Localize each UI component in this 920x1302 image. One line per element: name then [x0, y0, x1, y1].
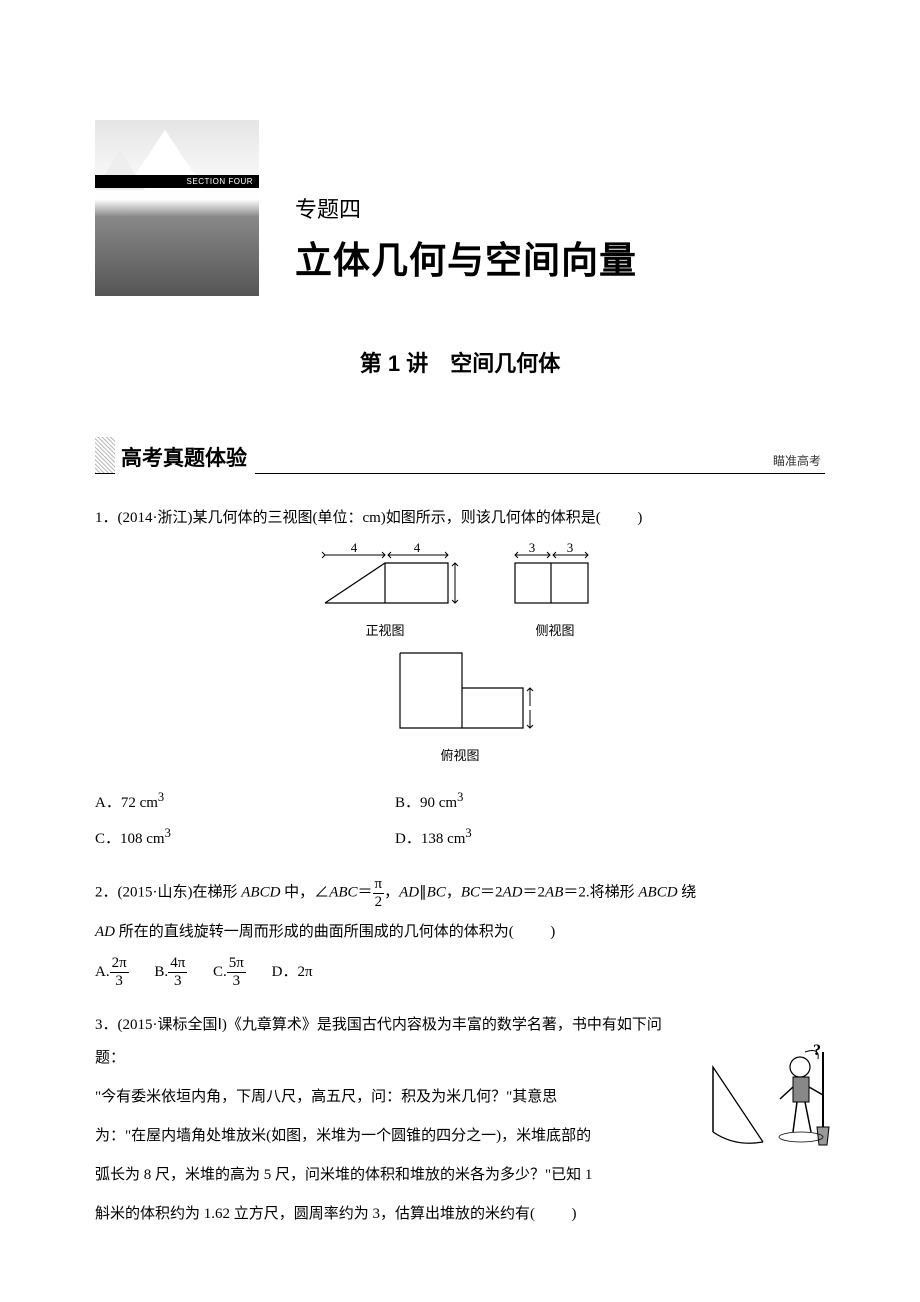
q1-option-d: D．138 cm3: [395, 820, 695, 856]
q2-frac: π2: [373, 876, 385, 910]
q2-option-a: A.2π3: [95, 964, 129, 980]
q2-option-b: B.4π3: [154, 964, 187, 980]
dim-3a: 3: [529, 543, 536, 555]
dim-4a: 4: [351, 543, 358, 555]
side-view: 3 3 侧视图: [500, 543, 610, 646]
question-1: 1．(2014·浙江)某几何体的三视图(单位：cm)如图所示，则该几何体的体积是…: [95, 502, 825, 856]
banner-text: 高考真题体验: [115, 438, 255, 474]
q2-parallel: ∥: [419, 885, 427, 901]
q2-sf: 绕: [678, 885, 697, 901]
side-caption: 侧视图: [500, 617, 610, 646]
q2-e1: ＝2: [480, 885, 503, 901]
q2-abcd2: ABCD: [638, 885, 677, 901]
question-2: 2．(2015·山东)在梯形 ABCD 中，∠ABC＝π2，AD∥BC，BC＝2…: [95, 876, 825, 989]
lecture-title: 第 1 讲 空间几何体: [95, 346, 825, 378]
q2-bc2: BC: [461, 885, 480, 901]
q3-line1: 3．(2015·课标全国Ⅰ)《九章算术》是我国古代内容极为丰富的数学名著，书中有…: [95, 1009, 685, 1075]
dim-4b: 4: [414, 543, 421, 555]
top-caption: 俯视图: [385, 742, 535, 771]
q2-c2: ，: [446, 885, 461, 901]
dim-3b: 3: [567, 543, 574, 555]
banner-right-text: 瞄准高考: [773, 452, 825, 473]
q1-option-a: A．72 cm3: [95, 784, 395, 820]
q2-text: 2．(2015·山东)在梯形: [95, 885, 241, 901]
q3-line4: 弧长为 8 尺，米堆的高为 5 尺，问米堆的体积和堆放的米各为多少？"已知 1: [95, 1159, 685, 1192]
q3-line5: 斛米的体积约为 1.62 立方尺，圆周率约为 3，估算出堆放的米约有(: [95, 1206, 535, 1222]
q2-text2: 中，∠: [280, 885, 329, 901]
q2-bc: BC: [427, 885, 446, 901]
q3-paren: ): [535, 1198, 583, 1231]
banner-hatch: [95, 437, 115, 473]
q3-line3: 为："在屋内墙角处堆放米(如图，米堆为一个圆锥的四分之一)，米堆底部的: [95, 1120, 685, 1153]
q1-blank: ): [601, 502, 649, 535]
q2-ad2: AD: [503, 885, 523, 901]
q3-line2: "今有委米依垣内角，下周八尺，高五尺，问：积及为米几何？"其意思: [95, 1081, 685, 1114]
question-3: 3．(2015·课标全国Ⅰ)《九章算术》是我国古代内容极为丰富的数学名著，书中有…: [95, 1009, 825, 1231]
q3-figure: ?: [705, 1037, 835, 1157]
q2-ad: AD: [399, 885, 419, 901]
topic-label: 专题四: [295, 192, 637, 224]
top-view: 3 3 俯视图: [385, 648, 535, 771]
q2-abc: ABC: [329, 885, 357, 901]
section-banner: 高考真题体验 瞄准高考: [95, 438, 825, 474]
title-block: 专题四 立体几何与空间向量: [295, 192, 637, 296]
front-caption: 正视图: [310, 617, 460, 646]
q2-paren: ): [514, 916, 562, 949]
q2-option-c: C.5π3: [213, 964, 246, 980]
section-cover-image: SECTION FOUR: [95, 120, 259, 296]
q2-e2: ＝2: [523, 885, 546, 901]
q2-option-d: D．2π: [272, 964, 313, 980]
section-bar-label: SECTION FOUR: [95, 175, 259, 188]
q2-ab: AB: [545, 885, 563, 901]
q1-figure: 4 4 3 正视图: [95, 543, 825, 770]
q2-comma: ，: [384, 885, 399, 901]
q1-stem: 1．(2014·浙江)某几何体的三视图(单位：cm)如图所示，则该几何体的体积是…: [95, 510, 601, 526]
q2-e3: ＝2.将梯形: [563, 885, 638, 901]
q2-ad3: AD: [95, 924, 115, 940]
chapter-header: SECTION FOUR 专题四 立体几何与空间向量: [95, 120, 825, 296]
q2-abcd: ABCD: [241, 885, 280, 901]
q2-eq: ＝: [358, 885, 373, 901]
main-title: 立体几何与空间向量: [295, 230, 637, 284]
q2-line2: 所在的直线旋转一周而形成的曲面所围成的几何体的体积为(: [115, 924, 514, 940]
front-view: 4 4 3 正视图: [310, 543, 460, 646]
q1-option-c: C．108 cm3: [95, 820, 395, 856]
q1-option-b: B．90 cm3: [395, 784, 695, 820]
